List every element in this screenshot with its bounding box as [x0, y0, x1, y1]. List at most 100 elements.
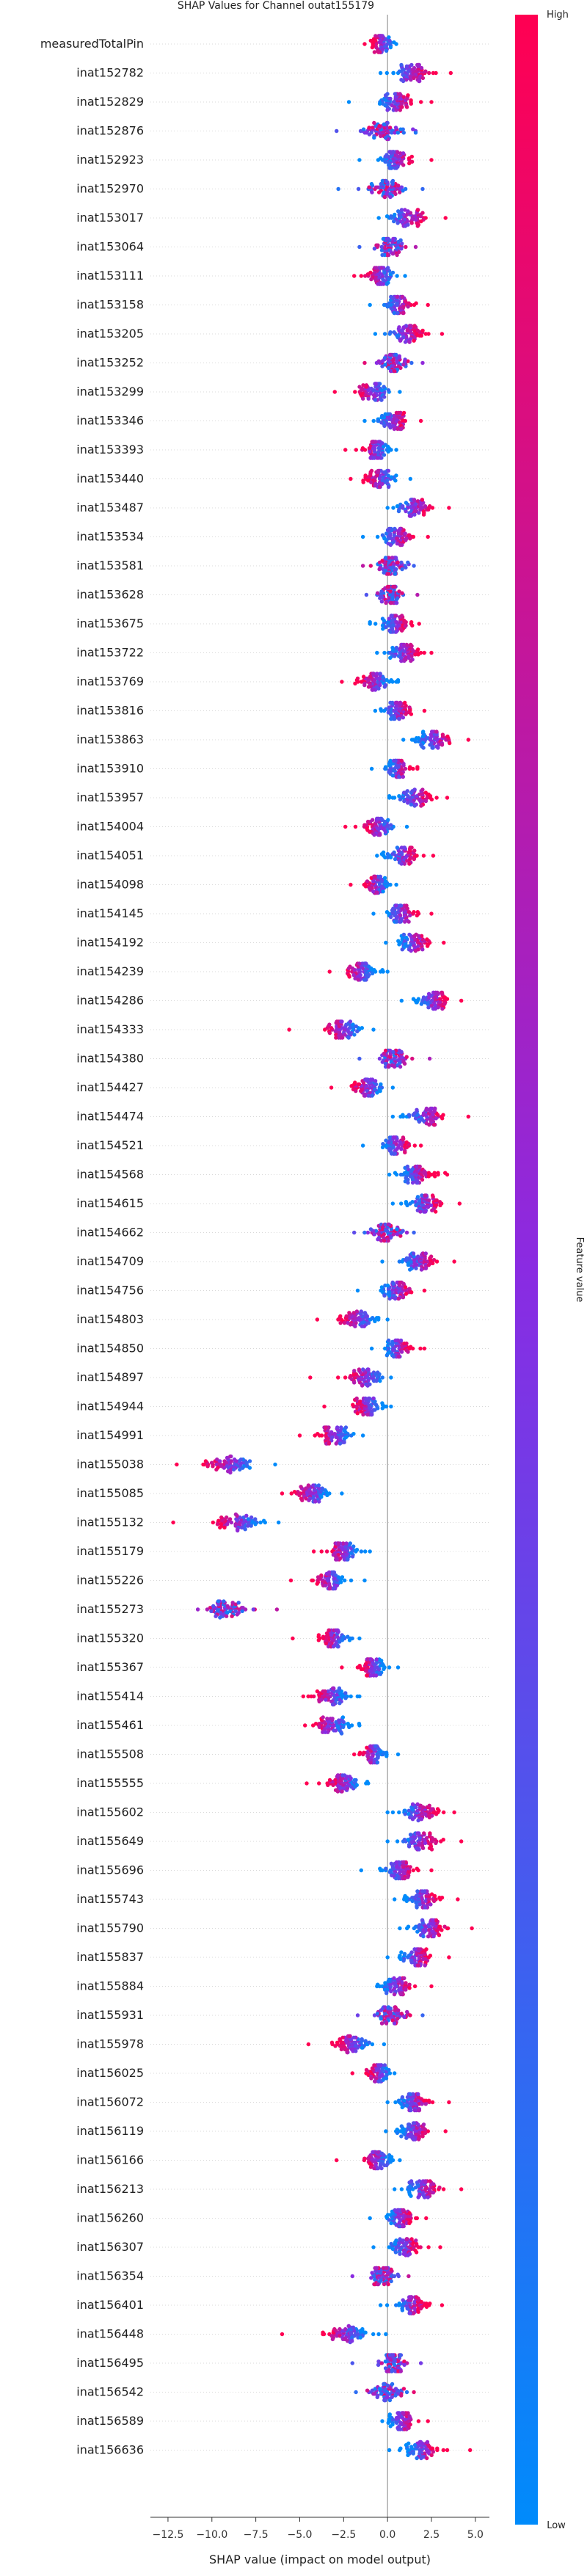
- shap-point: [429, 1847, 434, 1852]
- shap-point: [429, 100, 434, 104]
- shap-point: [395, 504, 400, 509]
- shap-point: [412, 65, 417, 70]
- shap-point: [377, 101, 382, 106]
- shap-point: [384, 884, 389, 889]
- shap-point: [316, 1575, 321, 1579]
- shap-point: [376, 359, 381, 363]
- shap-point: [418, 1143, 423, 1148]
- shap-point: [393, 1296, 398, 1301]
- shap-point: [211, 1520, 215, 1525]
- shap-point: [393, 1135, 397, 1140]
- shap-point: [434, 796, 439, 800]
- shap-point: [382, 1750, 386, 1755]
- shap-point: [382, 385, 386, 389]
- shap-point: [352, 1033, 357, 1037]
- shap-point: [382, 650, 387, 655]
- shap-point: [368, 564, 373, 568]
- shap-point: [360, 564, 365, 568]
- shap-point: [420, 186, 425, 192]
- shap-point: [372, 1232, 377, 1237]
- feature-label: inat153064: [76, 240, 144, 254]
- shap-point: [383, 879, 388, 884]
- shap-point: [391, 506, 395, 510]
- shap-point: [383, 1346, 387, 1351]
- shap-point: [409, 101, 413, 106]
- shap-point: [409, 159, 415, 164]
- shap-point: [371, 37, 376, 41]
- shap-point: [442, 995, 447, 1000]
- shap-point: [442, 940, 446, 945]
- shap-point: [327, 1022, 332, 1027]
- shap-point: [368, 829, 372, 834]
- shap-point: [346, 100, 351, 104]
- shap-point: [432, 1171, 437, 1175]
- feature-label: inat154004: [76, 820, 144, 834]
- shap-point: [401, 410, 406, 415]
- shap-point: [372, 120, 376, 125]
- shap-point: [387, 1977, 392, 1982]
- shap-point: [397, 325, 401, 330]
- shap-point: [401, 363, 406, 367]
- shap-point: [371, 456, 376, 460]
- shap-point: [390, 1085, 395, 1090]
- shap-point: [379, 388, 384, 393]
- shap-point: [377, 560, 382, 565]
- shap-point: [235, 1612, 239, 1617]
- shap-point: [225, 1604, 230, 1609]
- shap-point: [365, 1412, 370, 1417]
- shap-point: [412, 1143, 417, 1148]
- shap-point: [382, 536, 387, 541]
- shap-point: [357, 1056, 362, 1061]
- shap-point: [391, 150, 395, 154]
- feature-label: inat153393: [76, 443, 144, 456]
- shap-point: [331, 1702, 335, 1707]
- shap-point: [396, 250, 401, 255]
- shap-point: [440, 990, 445, 995]
- shap-point: [410, 1176, 415, 1180]
- shap-point: [377, 123, 382, 128]
- shap-point: [373, 622, 378, 626]
- shap-point: [414, 1893, 419, 1899]
- shap-point: [355, 676, 360, 681]
- shap-point: [361, 480, 365, 484]
- shap-point: [329, 1085, 334, 1090]
- shap-point: [421, 746, 426, 750]
- shap-point: [389, 1375, 393, 1380]
- shap-point: [409, 221, 414, 225]
- shap-point: [393, 1151, 398, 1156]
- shap-point: [387, 277, 391, 282]
- shap-point: [366, 1320, 371, 1325]
- shap-point: [401, 95, 406, 99]
- shap-point: [399, 758, 404, 763]
- shap-point: [253, 1517, 258, 1521]
- feature-label: inat155884: [76, 1979, 144, 1993]
- shap-point: [426, 1204, 431, 1209]
- shap-point: [384, 1138, 388, 1143]
- shap-point: [418, 507, 423, 512]
- shap-point: [415, 1180, 420, 1185]
- feature-label: inat154474: [76, 1110, 144, 1124]
- shap-point: [401, 189, 405, 193]
- shap-point: [428, 743, 432, 747]
- shap-point: [401, 774, 405, 779]
- shap-point: [401, 325, 406, 330]
- shap-point: [414, 736, 419, 741]
- shap-point: [423, 69, 428, 73]
- shap-point: [400, 947, 404, 952]
- shap-point: [406, 1262, 411, 1267]
- shap-point: [398, 365, 403, 371]
- shap-point: [422, 1288, 427, 1293]
- shap-point: [228, 1454, 233, 1459]
- chart-title: SHAP Values for Channel outat155179: [178, 0, 374, 12]
- shap-point: [366, 396, 371, 401]
- shap-point: [415, 1802, 420, 1807]
- shap-point: [387, 556, 391, 560]
- feature-label: inat154380: [76, 1052, 144, 1066]
- shap-point: [404, 824, 409, 829]
- feature-label: inat155320: [76, 1631, 144, 1645]
- shap-point: [457, 1201, 462, 1206]
- shap-point: [423, 1193, 427, 1198]
- shap-point: [415, 910, 420, 914]
- shap-point: [355, 1029, 360, 1034]
- shap-point: [397, 1810, 401, 1815]
